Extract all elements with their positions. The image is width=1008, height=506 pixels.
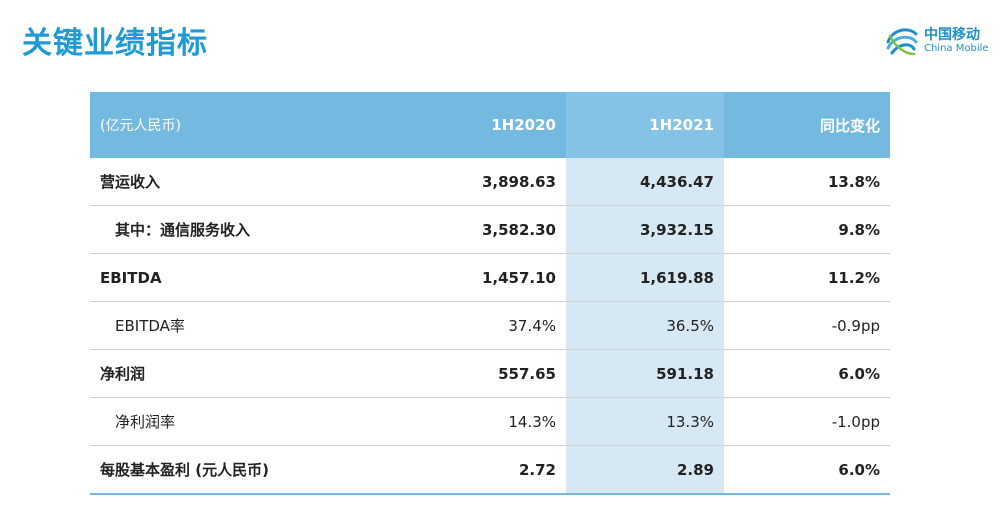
value-1h2021: 2.89 [566, 445, 724, 495]
value-1h2020: 2.72 [404, 445, 566, 495]
value-1h2021: 591.18 [566, 349, 724, 398]
row-label: 净利润率 [90, 397, 404, 446]
row-label: EBITDA率 [90, 301, 404, 350]
table-row: 每股基本盈利 (元人民币) 2.72 2.89 6.0% [90, 445, 890, 495]
value-1h2020: 14.3% [404, 397, 566, 446]
value-1h2021: 13.3% [566, 397, 724, 446]
value-1h2020: 1,457.10 [404, 253, 566, 302]
header-1h2020: 1H2020 [404, 92, 566, 158]
row-label: 净利润 [90, 349, 404, 398]
value-change: 9.8% [724, 205, 890, 254]
value-change: 13.8% [724, 158, 890, 206]
row-label: 其中：通信服务收入 [90, 205, 404, 254]
table-row: EBITDA率 37.4% 36.5% -0.9pp [90, 301, 890, 350]
value-change: -1.0pp [724, 397, 890, 446]
header-yoy-change: 同比变化 [724, 92, 890, 158]
table-row: 净利润率 14.3% 13.3% -1.0pp [90, 397, 890, 446]
logo-text-cn: 中国移动 [924, 27, 980, 43]
value-1h2020: 37.4% [404, 301, 566, 350]
value-1h2020: 557.65 [404, 349, 566, 398]
value-1h2020: 3,898.63 [404, 158, 566, 206]
header-1h2021: 1H2021 [566, 92, 724, 158]
value-1h2021: 1,619.88 [566, 253, 724, 302]
value-change: 6.0% [724, 445, 890, 495]
china-mobile-logo: 中国移动 China Mobile [884, 22, 1000, 62]
header-unit: (亿元人民币) [90, 92, 404, 158]
row-label: 营运收入 [90, 158, 404, 206]
table-row: 营运收入 3,898.63 4,436.47 13.8% [90, 158, 890, 206]
row-label: EBITDA [90, 253, 404, 302]
value-change: -0.9pp [724, 301, 890, 350]
value-1h2020: 3,582.30 [404, 205, 566, 254]
table-row: EBITDA 1,457.10 1,619.88 11.2% [90, 253, 890, 302]
row-label: 每股基本盈利 (元人民币) [90, 445, 404, 495]
value-change: 6.0% [724, 349, 890, 398]
page-title: 关键业绩指标 [22, 26, 208, 61]
value-1h2021: 4,436.47 [566, 158, 724, 206]
table-row: 其中：通信服务收入 3,582.30 3,932.15 9.8% [90, 205, 890, 254]
value-1h2021: 36.5% [566, 301, 724, 350]
value-1h2021: 3,932.15 [566, 205, 724, 254]
china-mobile-logo-icon [886, 28, 918, 56]
table-header-row: (亿元人民币) 1H2020 1H2021 同比变化 [90, 92, 890, 158]
value-change: 11.2% [724, 253, 890, 302]
logo-text-en: China Mobile [924, 43, 989, 54]
kpi-table: (亿元人民币) 1H2020 1H2021 同比变化 营运收入 3,898.63… [90, 92, 890, 495]
table-row: 净利润 557.65 591.18 6.0% [90, 349, 890, 398]
